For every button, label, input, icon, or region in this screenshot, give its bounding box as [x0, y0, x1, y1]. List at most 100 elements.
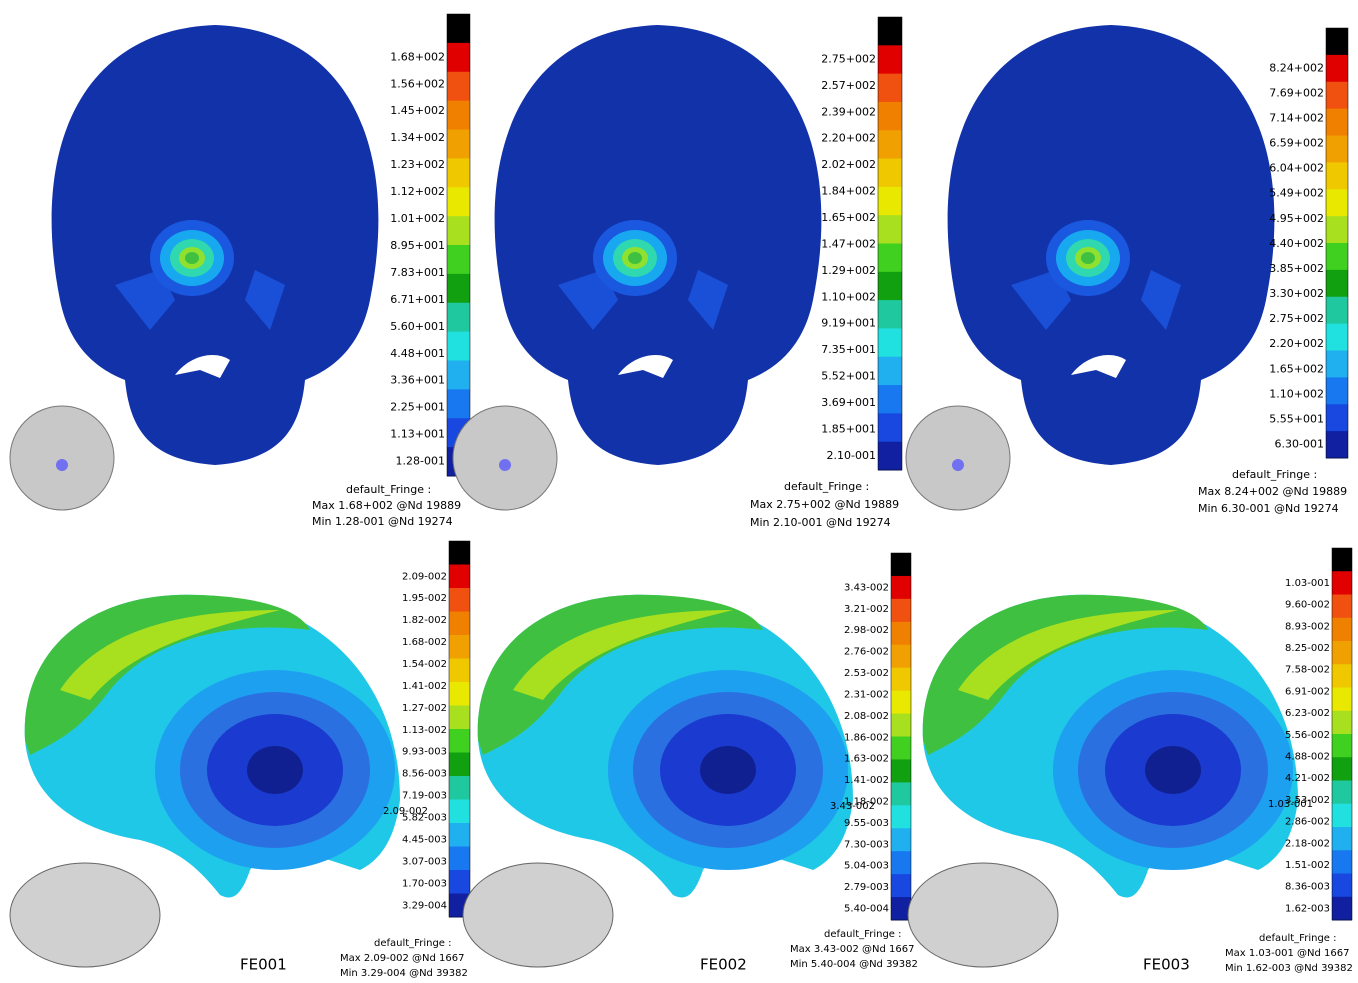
legend-band	[1326, 28, 1348, 56]
stress-contour	[185, 252, 199, 264]
fringe-info: default_Fringe :	[824, 929, 902, 940]
legend-label: 2.86-002	[1285, 817, 1330, 828]
legend-band	[1326, 162, 1348, 190]
legend-label: 7.35+001	[821, 343, 876, 356]
legend-band	[878, 356, 902, 386]
legend-label: 9.93-003	[402, 747, 447, 758]
legend-label: 3.30+002	[1269, 287, 1324, 300]
legend-band	[878, 186, 902, 216]
legend-label: 3.43-002	[844, 582, 889, 593]
legend-band	[878, 215, 902, 244]
fringe-info: Max 1.68+002 @Nd 19889	[312, 499, 461, 512]
legend-band	[878, 130, 902, 160]
legend-label: 6.23-002	[1285, 708, 1330, 719]
legend-label: 1.95-002	[402, 593, 447, 604]
legend-label: 6.30-001	[1275, 438, 1324, 451]
legend-label: 1.54-002	[402, 659, 447, 670]
green-band	[24, 594, 310, 755]
legend-band	[1326, 431, 1348, 459]
legend-label: 1.65+002	[1269, 362, 1324, 375]
fringe-info: Min 1.28-001 @Nd 19274	[312, 515, 453, 528]
legend-band	[891, 667, 911, 692]
legend-band	[1332, 873, 1352, 898]
legend-label: 2.57+002	[821, 79, 876, 92]
legend-label: 2.18-002	[1285, 838, 1330, 849]
inset-load-point	[499, 459, 511, 471]
legend-label: 9.19+001	[821, 317, 876, 330]
legend-band	[891, 644, 911, 669]
legend-band	[449, 658, 470, 683]
legend-label: 5.04-003	[844, 861, 889, 872]
legend-band	[878, 17, 902, 46]
legend-band	[1326, 296, 1348, 325]
legend-band	[447, 100, 470, 130]
legend-label: 1.68-002	[402, 637, 447, 648]
panel	[9, 594, 400, 968]
max-annotation: 2.09-002	[383, 806, 428, 817]
yellow-band	[513, 610, 733, 700]
legend-band	[878, 385, 902, 414]
legend-band	[1332, 664, 1352, 688]
fringe-info: Max 1.03-001 @Nd 1667	[1225, 948, 1349, 959]
legend-band	[449, 682, 470, 706]
legend-band	[1326, 404, 1348, 432]
legend-label: 6.04+002	[1269, 162, 1324, 175]
legend-label: 1.56+002	[390, 77, 445, 90]
legend-label: 1.65+002	[821, 211, 876, 224]
legend-band	[449, 846, 470, 871]
fringe-info: default_Fringe :	[784, 480, 869, 493]
legend-band	[449, 588, 470, 612]
legend-label: 2.75+002	[821, 52, 876, 65]
legend-label: 6.91-002	[1285, 686, 1330, 697]
legend-frame	[1325, 27, 1349, 459]
legend-band	[1326, 350, 1348, 378]
legend-label: 2.39+002	[821, 105, 876, 118]
legend-label: 5.49+002	[1269, 187, 1324, 200]
legend-band	[449, 776, 470, 800]
legend-label: 1.85+001	[821, 422, 876, 435]
legend-frame	[877, 16, 903, 471]
legend-label: 1.70-003	[402, 878, 447, 889]
legend-band	[449, 823, 470, 847]
fringe-info: Min 6.30-001 @Nd 19274	[1198, 502, 1339, 515]
legend-band	[1332, 594, 1352, 619]
model-label: FE001	[240, 956, 287, 974]
fringe-info: Min 1.62-003 @Nd 39382	[1225, 963, 1353, 974]
legend-label: 2.79-003	[844, 882, 889, 893]
legend-label: 7.69+002	[1269, 86, 1324, 99]
inset-skull	[9, 405, 115, 511]
legend-label: 1.45+002	[390, 104, 445, 117]
legend-label: 3.69+001	[821, 396, 876, 409]
inset-brain	[907, 862, 1059, 968]
legend-label: 2.20+002	[1269, 337, 1324, 350]
legend-band	[1326, 54, 1348, 83]
legend-band	[1326, 377, 1348, 405]
fringe-info: Min 3.29-004 @Nd 39382	[340, 968, 468, 979]
strain-contour	[1145, 746, 1201, 794]
mouth-gap	[618, 355, 673, 378]
fringe-info: default_Fringe :	[346, 483, 431, 496]
model-label: FE002	[700, 956, 747, 974]
legend-band	[891, 598, 911, 623]
legend-band	[449, 611, 470, 636]
legend-band	[891, 851, 911, 875]
legend-band	[447, 187, 470, 217]
legend-band	[1326, 135, 1348, 163]
panel	[9, 25, 379, 511]
legend-band	[891, 828, 911, 852]
legend-band	[1326, 216, 1348, 244]
legend-band	[891, 713, 911, 737]
max-annotation: 3.43-002	[830, 801, 875, 812]
fringe-info: Max 3.43-002 @Nd 1667	[790, 944, 914, 955]
legend-label: 5.56-002	[1285, 730, 1330, 741]
fringe-info: Max 2.09-002 @Nd 1667	[340, 953, 464, 964]
legend-label: 6.71+001	[390, 293, 445, 306]
legend-label: 1.03-001	[1285, 578, 1330, 589]
legend-label: 2.25+001	[390, 401, 445, 414]
legend-band	[1326, 81, 1348, 110]
yellow-band	[958, 610, 1178, 700]
legend-band	[1332, 780, 1352, 805]
legend-label: 8.36-003	[1285, 882, 1330, 893]
legend-frame	[1331, 547, 1353, 921]
legend-label: 1.47+002	[821, 237, 876, 250]
